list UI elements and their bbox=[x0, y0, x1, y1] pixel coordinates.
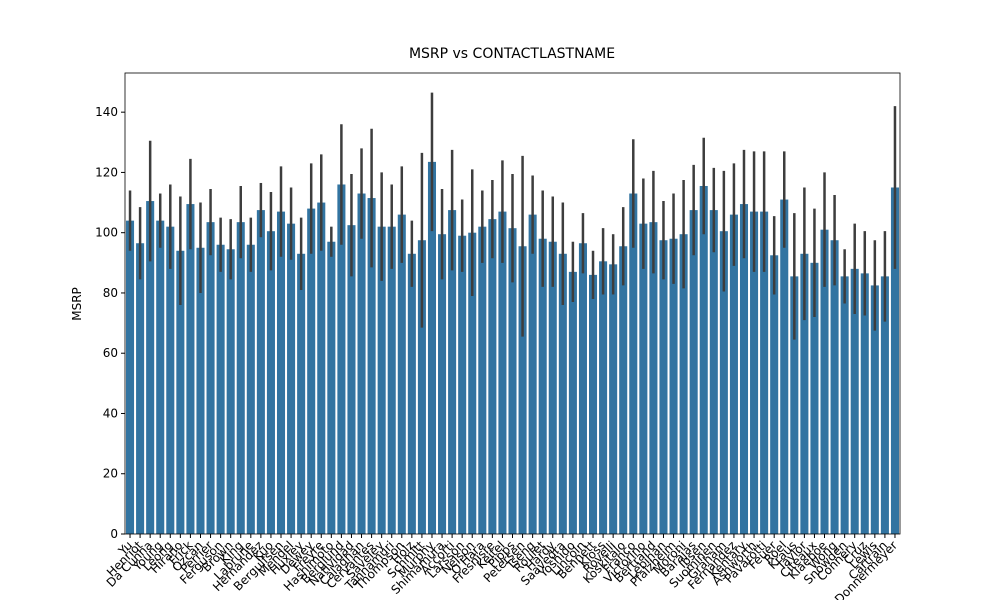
bar bbox=[528, 214, 537, 534]
chart-title: MSRP vs CONTACTLASTNAME bbox=[409, 46, 615, 62]
y-tick-label: 140 bbox=[95, 105, 118, 119]
bar bbox=[407, 253, 416, 535]
bar bbox=[639, 223, 648, 534]
bar bbox=[629, 193, 638, 534]
y-tick-label: 20 bbox=[103, 467, 118, 481]
bar bbox=[860, 273, 869, 534]
bar bbox=[276, 211, 286, 534]
bar bbox=[186, 204, 195, 534]
y-tick-label: 100 bbox=[95, 226, 118, 240]
bar bbox=[488, 219, 497, 535]
y-tick-label: 60 bbox=[103, 346, 118, 360]
bar bbox=[568, 271, 577, 534]
y-tick-label: 0 bbox=[110, 527, 118, 541]
bar bbox=[216, 244, 225, 534]
y-tick-label: 120 bbox=[95, 165, 118, 179]
bar bbox=[438, 234, 447, 534]
bar bbox=[790, 276, 799, 534]
bar bbox=[770, 255, 779, 535]
bar bbox=[176, 250, 185, 534]
bar bbox=[166, 226, 175, 534]
bar bbox=[548, 241, 557, 534]
bar bbox=[588, 274, 598, 534]
bar bbox=[729, 214, 738, 534]
plot-frame bbox=[124, 72, 901, 535]
y-tick-label: 40 bbox=[103, 406, 118, 420]
bar bbox=[659, 240, 668, 534]
bar bbox=[156, 220, 165, 535]
y-tick-label: 80 bbox=[103, 286, 118, 300]
bar bbox=[810, 262, 819, 534]
bar bbox=[387, 226, 396, 534]
bar bbox=[870, 285, 879, 534]
bar bbox=[236, 222, 245, 534]
bar bbox=[669, 238, 678, 535]
bar bbox=[196, 247, 205, 534]
bar bbox=[317, 202, 326, 535]
bar bbox=[709, 210, 718, 534]
bar bbox=[206, 222, 215, 534]
bar bbox=[347, 225, 356, 534]
bar bbox=[649, 222, 658, 534]
bar bbox=[126, 220, 135, 535]
bar bbox=[619, 246, 628, 534]
bar bbox=[689, 210, 698, 534]
bar bbox=[840, 276, 849, 534]
bar bbox=[357, 193, 366, 534]
bar bbox=[820, 229, 829, 534]
bar bbox=[478, 226, 487, 534]
bar bbox=[417, 240, 426, 534]
bar bbox=[739, 204, 749, 534]
bar bbox=[226, 249, 235, 534]
bar bbox=[538, 238, 547, 535]
bar bbox=[518, 246, 527, 534]
bar bbox=[266, 231, 275, 534]
bar bbox=[880, 276, 889, 534]
bar bbox=[367, 198, 376, 534]
bar bbox=[337, 184, 346, 535]
bar bbox=[679, 234, 688, 534]
bar bbox=[256, 210, 265, 534]
bar bbox=[800, 253, 809, 535]
bar bbox=[146, 201, 155, 535]
bar bbox=[458, 235, 467, 535]
bar bbox=[890, 187, 899, 534]
bar bbox=[397, 214, 406, 534]
bar bbox=[246, 244, 255, 534]
bar bbox=[307, 208, 316, 534]
bar bbox=[599, 261, 608, 534]
bar bbox=[699, 185, 708, 535]
bar bbox=[468, 232, 477, 534]
bar bbox=[287, 223, 296, 534]
bar bbox=[719, 231, 728, 534]
bar bbox=[297, 253, 306, 535]
bar bbox=[750, 211, 759, 534]
bar bbox=[498, 211, 507, 534]
bar bbox=[448, 210, 457, 534]
bar bbox=[508, 228, 517, 534]
bar bbox=[609, 264, 618, 534]
bar bbox=[578, 243, 587, 534]
y-axis-label: MSRP bbox=[70, 287, 84, 321]
bar bbox=[136, 243, 145, 534]
bar bbox=[830, 240, 839, 534]
bar bbox=[327, 241, 336, 534]
bar bbox=[558, 253, 567, 535]
bar bbox=[377, 226, 386, 534]
bar bbox=[780, 199, 789, 535]
bar bbox=[760, 211, 769, 534]
bar bbox=[850, 268, 859, 534]
bar bbox=[427, 161, 437, 534]
